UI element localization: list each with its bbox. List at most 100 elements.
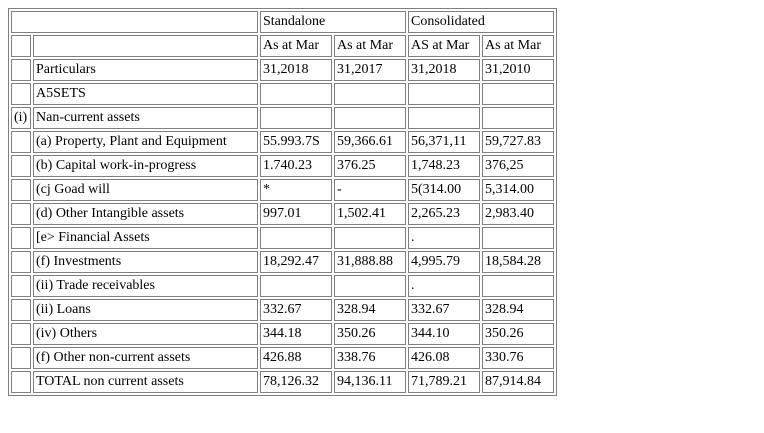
table-row: (b) Capital work-in-progress 1.740.23 37…	[11, 155, 554, 177]
value-cell: 87,914.84	[482, 371, 554, 393]
table-row: (ii) Trade receivables .	[11, 275, 554, 297]
value-cell	[260, 227, 332, 249]
table-row: (cj Goad will * - 5(314.00 5,314.00	[11, 179, 554, 201]
table-row: (f) Other non-current assets 426.88 338.…	[11, 347, 554, 369]
consolidated-header: Consolidated	[408, 11, 554, 33]
value-cell: *	[260, 179, 332, 201]
row-label: TOTAL non current assets	[33, 371, 258, 393]
table-row: (a) Property, Plant and Equipment 55.993…	[11, 131, 554, 153]
value-cell: -	[334, 179, 406, 201]
value-cell: 332.67	[260, 299, 332, 321]
value-cell	[260, 107, 332, 129]
value-cell: 56,371,11	[408, 131, 480, 153]
row-index	[11, 251, 31, 273]
value-cell: 2,265.23	[408, 203, 480, 225]
row-index: (i)	[11, 107, 31, 129]
value-cell	[334, 107, 406, 129]
header-row-dates-line1: As at Mar As at Mar AS at Mar As at Mar	[11, 35, 554, 57]
col-header-consolidated-2017: As at Mar	[482, 35, 554, 57]
col-date-consolidated-2018: 31,2018	[408, 59, 480, 81]
value-cell: 94,136.11	[334, 371, 406, 393]
value-cell: 2,983.40	[482, 203, 554, 225]
value-cell	[334, 83, 406, 105]
value-cell	[482, 227, 554, 249]
row-label: [e> Financial Assets	[33, 227, 258, 249]
col-date-consolidated-2017: 31,2010	[482, 59, 554, 81]
row-index	[11, 299, 31, 321]
col-header-standalone-2018: As at Mar	[260, 35, 332, 57]
header-row-groups: Standalone Consolidated	[11, 11, 554, 33]
row-label: (ii) Trade receivables	[33, 275, 258, 297]
total-row: TOTAL non current assets 78,126.32 94,13…	[11, 371, 554, 393]
value-cell: 18,584.28	[482, 251, 554, 273]
value-cell: 78,126.32	[260, 371, 332, 393]
row-index	[11, 155, 31, 177]
table-row: (ii) Loans 332.67 328.94 332.67 328.94	[11, 299, 554, 321]
value-cell	[408, 83, 480, 105]
value-cell: 1,748.23	[408, 155, 480, 177]
row-label: (ii) Loans	[33, 299, 258, 321]
row-label: (a) Property, Plant and Equipment	[33, 131, 258, 153]
particulars-blank-cell	[33, 35, 258, 57]
row-label: A5SETS	[33, 83, 258, 105]
value-cell: 1.740.23	[260, 155, 332, 177]
value-cell: 1,502.41	[334, 203, 406, 225]
value-cell	[482, 275, 554, 297]
table-row: (d) Other Intangible assets 997.01 1,502…	[11, 203, 554, 225]
col-header-consolidated-2018: AS at Mar	[408, 35, 480, 57]
row-index	[11, 83, 31, 105]
row-label: (f) Investments	[33, 251, 258, 273]
value-cell: 18,292.47	[260, 251, 332, 273]
index-cell	[11, 59, 31, 81]
financial-table: Standalone Consolidated As at Mar As at …	[8, 8, 557, 396]
value-cell	[482, 83, 554, 105]
row-label: (iv) Others	[33, 323, 258, 345]
value-cell: .	[408, 227, 480, 249]
value-cell: 344.10	[408, 323, 480, 345]
table-row: (f) Investments 18,292.47 31,888.88 4,99…	[11, 251, 554, 273]
value-cell	[334, 275, 406, 297]
value-cell: 4,995.79	[408, 251, 480, 273]
standalone-header: Standalone	[260, 11, 406, 33]
value-cell: 426.08	[408, 347, 480, 369]
value-cell	[482, 107, 554, 129]
value-cell: 59,727.83	[482, 131, 554, 153]
col-date-standalone-2017: 31,2017	[334, 59, 406, 81]
row-index	[11, 131, 31, 153]
value-cell	[334, 227, 406, 249]
value-cell: 55.993.7S	[260, 131, 332, 153]
value-cell: 350.26	[482, 323, 554, 345]
row-label: Nan-current assets	[33, 107, 258, 129]
value-cell: 350.26	[334, 323, 406, 345]
col-date-standalone-2018: 31,2018	[260, 59, 332, 81]
row-index	[11, 323, 31, 345]
table-row: [e> Financial Assets .	[11, 227, 554, 249]
particulars-header: Particulars	[33, 59, 258, 81]
table-row: (i) Nan-current assets	[11, 107, 554, 129]
col-header-standalone-2017: As at Mar	[334, 35, 406, 57]
value-cell: 426.88	[260, 347, 332, 369]
row-label: (f) Other non-current assets	[33, 347, 258, 369]
table-row: (iv) Others 344.18 350.26 344.10 350.26	[11, 323, 554, 345]
header-blank-cell	[11, 11, 258, 33]
value-cell: 5(314.00	[408, 179, 480, 201]
value-cell: 376.25	[334, 155, 406, 177]
value-cell	[408, 107, 480, 129]
value-cell	[260, 83, 332, 105]
row-index	[11, 179, 31, 201]
value-cell: 330.76	[482, 347, 554, 369]
row-label: (cj Goad will	[33, 179, 258, 201]
row-index	[11, 227, 31, 249]
table-row: A5SETS	[11, 83, 554, 105]
value-cell: 5,314.00	[482, 179, 554, 201]
value-cell: 328.94	[482, 299, 554, 321]
row-index	[11, 371, 31, 393]
value-cell	[260, 275, 332, 297]
row-index	[11, 275, 31, 297]
value-cell: 59,366.61	[334, 131, 406, 153]
header-row-dates-line2: Particulars 31,2018 31,2017 31,2018 31,2…	[11, 59, 554, 81]
value-cell: 997.01	[260, 203, 332, 225]
value-cell: 328.94	[334, 299, 406, 321]
value-cell: 338.76	[334, 347, 406, 369]
index-cell	[11, 35, 31, 57]
